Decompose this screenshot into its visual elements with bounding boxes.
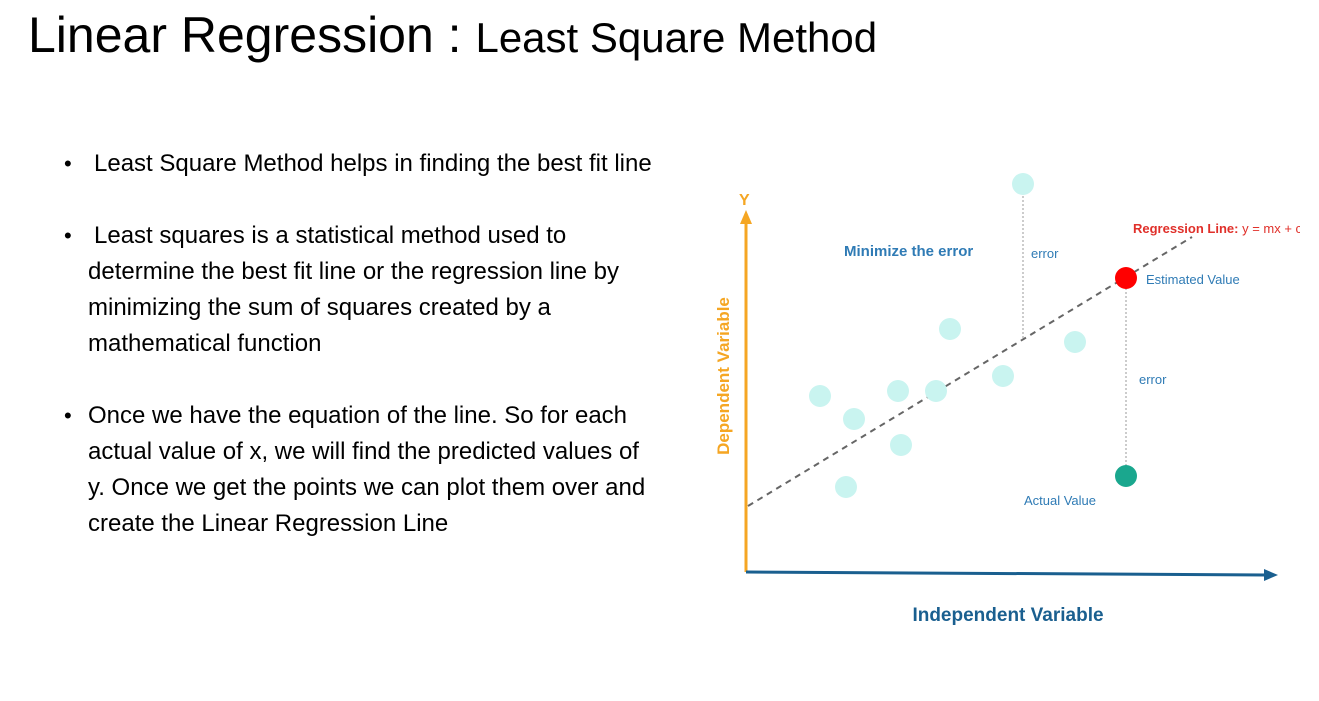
x-axis-label: Independent Variable [912,605,1103,626]
actual-point [1115,465,1137,487]
regression-line-label: Regression Line: y = mx + c [1133,221,1300,236]
actual-value-label: Actual Value [1024,493,1096,508]
estimated-value-label: Estimated Value [1146,272,1240,287]
bullet-text: Least squares is a statistical method us… [88,222,619,357]
x-axis [745,570,1267,577]
regression-label-bold: Regression Line: [1133,221,1238,236]
regression-diagram: Y Dependent Variable Independent Variabl… [714,173,1300,626]
bullet-list: • Least Square Method helps in finding t… [62,146,662,578]
title-main: Linear Regression : [28,7,476,63]
bullet-item: • Least squares is a statistical method … [62,218,662,362]
error-label-right: error [1139,372,1167,387]
y-axis-label: Dependent Variable [714,297,733,455]
data-point [890,434,912,456]
error-label-top: error [1031,246,1059,261]
bullet-dot: • [64,151,72,176]
slide-title: Linear Regression : Least Square Method [28,8,877,63]
estimated-point [1115,267,1137,289]
data-point [992,365,1014,387]
x-axis-arrow [1264,569,1278,581]
y-letter: Y [739,192,750,209]
data-point [1064,331,1086,353]
bullet-item: • Least Square Method helps in finding t… [62,146,662,182]
data-point [1012,173,1034,195]
bullet-text: Least Square Method helps in finding the… [94,150,652,177]
bullet-dot: • [64,223,72,248]
data-point [925,380,947,402]
data-point [843,408,865,430]
regression-label-eq: y = mx + c [1238,221,1300,236]
y-axis-arrow [740,210,752,224]
bullet-dot: • [64,403,72,428]
data-point [939,318,961,340]
bullet-text: Once we have the equation of the line. S… [88,402,646,537]
minimize-label: Minimize the error [844,243,973,260]
title-sub: Least Square Method [475,14,878,61]
data-point [809,385,831,407]
data-point [835,476,857,498]
data-point [887,380,909,402]
bullet-item: • Once we have the equation of the line.… [62,398,662,542]
